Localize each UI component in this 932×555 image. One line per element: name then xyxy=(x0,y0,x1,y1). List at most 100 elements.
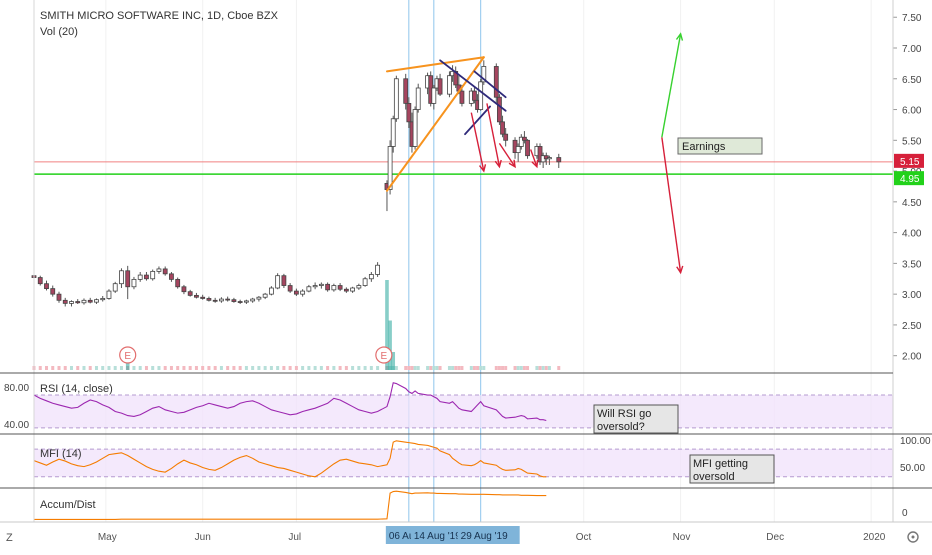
volume-bar xyxy=(447,366,451,370)
settings-icon-circle xyxy=(907,531,919,543)
candle-body xyxy=(175,278,181,288)
candle-body xyxy=(169,273,174,280)
indicator-panels xyxy=(33,382,893,521)
candle-body xyxy=(162,268,168,275)
candles xyxy=(31,60,562,307)
candle-body xyxy=(350,287,356,292)
axes: 7.507.006.506.005.505.004.504.003.503.00… xyxy=(4,13,931,544)
volume-bar xyxy=(376,366,380,370)
volume-bar xyxy=(526,366,530,370)
price-tick-label: 7.50 xyxy=(902,13,922,24)
candle-body xyxy=(500,121,505,135)
channel-upper-line xyxy=(439,59,507,112)
candle-body xyxy=(300,290,306,295)
candle-body xyxy=(537,146,543,163)
earnings-marker-label: E xyxy=(381,351,388,362)
volume-bar xyxy=(363,366,367,370)
candle-body xyxy=(368,274,374,280)
time-tick-label: Jun xyxy=(195,532,211,543)
red-arrow-shaft xyxy=(498,142,516,168)
candle-body xyxy=(390,118,396,147)
red-arrow-head xyxy=(508,159,516,169)
volume-bar xyxy=(144,366,148,370)
volume-bar xyxy=(413,366,417,370)
volume-bar xyxy=(454,366,458,370)
rsi-note-line-2: oversold? xyxy=(597,421,645,433)
volume-spike xyxy=(391,352,396,370)
mfi-note-box xyxy=(689,454,775,484)
volume-bar xyxy=(201,366,205,370)
volume-bar xyxy=(163,366,167,370)
red-arrow-shaft xyxy=(470,112,485,172)
red-arrow-head xyxy=(676,265,684,275)
earnings-note-box xyxy=(677,137,763,155)
volume-bar xyxy=(432,366,436,370)
candle-body xyxy=(69,301,74,304)
candle-body xyxy=(256,296,262,300)
candle-body xyxy=(318,283,324,286)
candle-body xyxy=(525,139,530,157)
mfi-line xyxy=(33,440,547,478)
volume-bar xyxy=(194,366,198,370)
candle-body xyxy=(459,90,465,104)
volume-bar xyxy=(182,366,186,370)
candle-body xyxy=(81,299,87,304)
volume-bar xyxy=(282,366,286,370)
timezone-badge[interactable]: Z xyxy=(6,532,13,544)
volume-spike xyxy=(388,320,392,370)
candle-body xyxy=(250,298,256,302)
volume-bar xyxy=(426,366,430,370)
volume-bar xyxy=(151,366,155,370)
red-arrow-head xyxy=(478,164,487,173)
candle-body xyxy=(187,291,193,296)
candle-body xyxy=(206,298,212,301)
volume-bar xyxy=(107,366,111,370)
candle-body xyxy=(337,285,343,290)
volume-bar xyxy=(369,366,373,370)
volume-bar xyxy=(351,366,355,370)
volume-bar xyxy=(535,366,539,370)
volume-bar xyxy=(157,366,161,370)
accum-dist-tick-label: 0 xyxy=(902,508,908,519)
candle-body xyxy=(194,294,199,298)
rsi-line xyxy=(33,382,547,422)
candle-body xyxy=(343,288,349,292)
candle-body xyxy=(547,157,552,160)
price-tick-label: 6.50 xyxy=(902,75,922,86)
volume-bar xyxy=(63,366,67,370)
candle-body xyxy=(325,283,331,291)
chart-title: SMITH MICRO SOFTWARE INC, 1D, Cboe BZX xyxy=(40,10,279,22)
volume-bar xyxy=(101,366,105,370)
volume-bar xyxy=(76,366,80,370)
volume-bar xyxy=(219,366,223,370)
volume-bar xyxy=(416,366,420,370)
mfi-note: MFI getting oversold xyxy=(689,454,775,484)
price-tick-label: 2.50 xyxy=(902,321,922,332)
candle-body xyxy=(387,146,393,190)
volume-bar xyxy=(479,366,483,370)
volume-bar xyxy=(88,366,92,370)
rsi-tick-label: 80.00 xyxy=(4,383,29,394)
mfi-tick-label: 100.00 xyxy=(900,436,931,447)
candle-body xyxy=(493,66,499,98)
volume-bar xyxy=(232,366,236,370)
volume-bar xyxy=(410,366,414,370)
volume-bar xyxy=(238,366,242,370)
volume-bar xyxy=(44,366,48,370)
candle-body xyxy=(375,264,381,275)
wedge-upper-line xyxy=(385,56,485,73)
red-arrow-head xyxy=(531,159,539,169)
volume-bar xyxy=(476,366,480,370)
candle-body xyxy=(406,102,412,123)
volume-bar xyxy=(544,366,548,370)
date-highlight-label: 29 Aug '19 xyxy=(461,531,508,542)
red-arrow-head xyxy=(494,159,502,169)
volume-bar xyxy=(522,366,526,370)
settings-icon[interactable] xyxy=(907,531,919,543)
volume-bar xyxy=(257,366,261,370)
volume-bar xyxy=(244,366,248,370)
wedge-lower-line xyxy=(385,56,485,192)
volume-bar xyxy=(251,366,255,370)
volume-bar xyxy=(541,366,545,370)
rsi-band xyxy=(34,395,893,428)
